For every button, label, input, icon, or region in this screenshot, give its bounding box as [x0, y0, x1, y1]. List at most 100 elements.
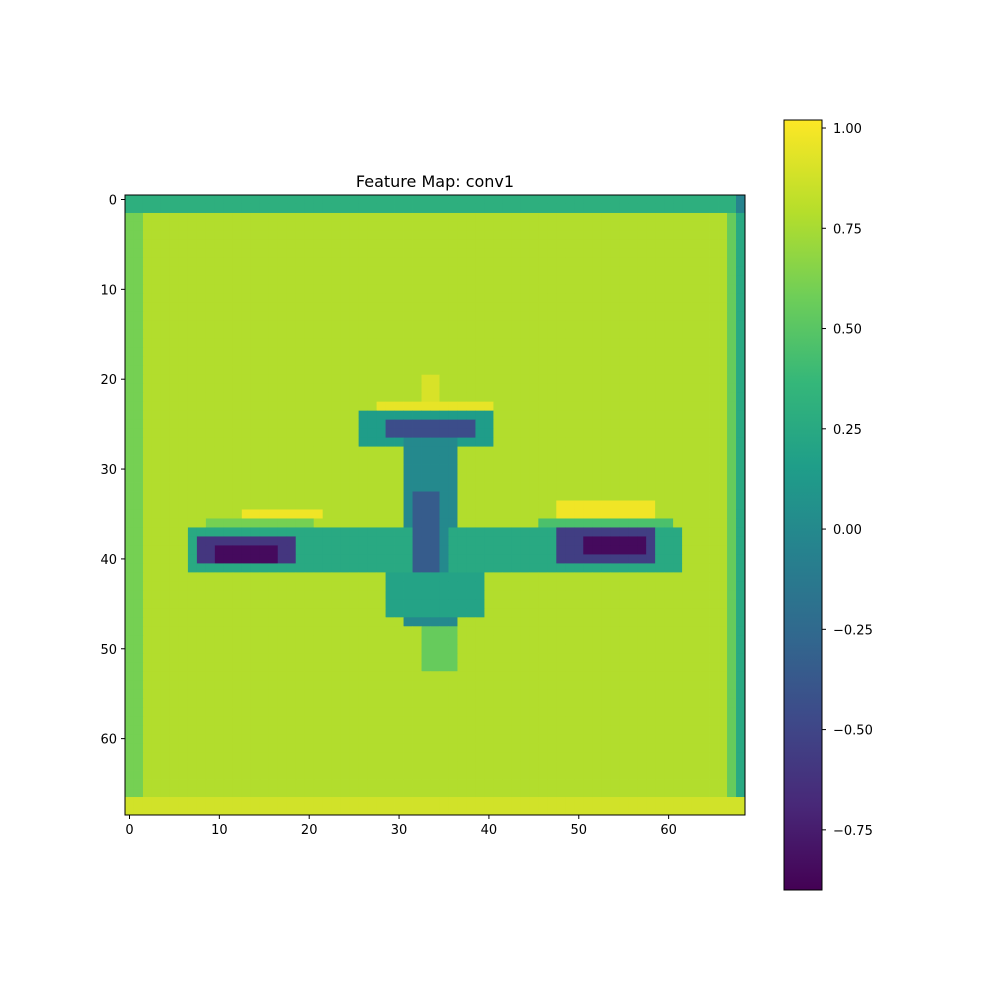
heatmap-cell — [142, 518, 153, 528]
heatmap-cell — [457, 545, 467, 555]
heatmap-cell — [556, 545, 566, 555]
heatmap-cell — [610, 725, 620, 735]
heatmap-cell — [160, 221, 171, 232]
heatmap-cell — [610, 653, 620, 663]
heatmap-cell — [727, 707, 737, 717]
heatmap-cell — [394, 491, 404, 501]
heatmap-cell — [160, 743, 171, 753]
heatmap-cell — [304, 473, 315, 483]
heatmap-cell — [475, 365, 485, 376]
heatmap-cell — [682, 518, 692, 528]
heatmap-cell — [646, 500, 656, 510]
heatmap-cell — [700, 302, 710, 313]
heatmap-cell — [133, 536, 144, 546]
heatmap-cell — [511, 716, 521, 726]
heatmap-cell — [125, 644, 135, 654]
heatmap-cell — [529, 725, 539, 735]
heatmap-cell — [376, 617, 386, 627]
heatmap-cell — [601, 734, 611, 744]
heatmap-cell — [250, 518, 261, 528]
heatmap-cell — [439, 518, 449, 528]
heatmap-cell — [169, 338, 180, 349]
heatmap-cell — [421, 635, 431, 645]
heatmap-cell — [430, 707, 440, 717]
heatmap-cell — [223, 536, 234, 546]
heatmap-cell — [313, 617, 324, 627]
heatmap-cell — [160, 446, 171, 456]
heatmap-cell — [358, 401, 369, 412]
heatmap-cell — [223, 671, 234, 681]
heatmap-cell — [556, 635, 566, 645]
heatmap-cell — [502, 275, 512, 286]
heatmap-cell — [421, 698, 431, 708]
heatmap-cell — [214, 365, 225, 376]
heatmap-cell — [610, 752, 620, 762]
heatmap-cell — [376, 356, 386, 367]
heatmap-cell — [376, 581, 386, 591]
heatmap-cell — [313, 626, 324, 636]
colorbar-tick-label: 0.00 — [833, 523, 862, 538]
heatmap-cell — [142, 572, 153, 582]
heatmap-cell — [619, 653, 629, 663]
heatmap-cell — [250, 572, 261, 582]
heatmap-cell — [232, 455, 243, 465]
heatmap-cell — [394, 779, 404, 789]
heatmap-cell — [223, 356, 234, 367]
heatmap-cell — [295, 752, 306, 762]
heatmap-cell — [403, 347, 413, 358]
heatmap-cell — [583, 365, 593, 376]
heatmap-cell — [196, 482, 207, 492]
heatmap-cell — [538, 347, 548, 358]
heatmap-cell — [637, 212, 647, 223]
heatmap-cell — [439, 797, 449, 807]
heatmap-cell — [151, 608, 162, 618]
heatmap-cell — [313, 509, 324, 519]
heatmap-cell — [664, 545, 674, 555]
heatmap-cell — [691, 329, 701, 340]
heatmap-cell — [583, 599, 593, 609]
heatmap-cell — [592, 644, 602, 654]
heatmap-cell — [241, 347, 252, 358]
heatmap-cell — [556, 770, 566, 780]
heatmap-cell — [277, 590, 288, 600]
heatmap-cell — [673, 473, 683, 483]
heatmap-cell — [223, 212, 234, 223]
heatmap-cell — [250, 500, 261, 510]
heatmap-cell — [331, 230, 342, 241]
heatmap-cell — [241, 554, 252, 564]
heatmap-cell — [205, 581, 216, 591]
heatmap-cell — [718, 680, 728, 690]
heatmap-cell — [322, 437, 333, 447]
heatmap-cell — [295, 500, 306, 510]
heatmap-cell — [439, 752, 449, 762]
heatmap-cell — [691, 311, 701, 322]
heatmap-cell — [232, 698, 243, 708]
heatmap-cell — [295, 302, 306, 313]
heatmap-cell — [574, 536, 584, 546]
heatmap-cell — [637, 302, 647, 313]
heatmap-cell — [655, 554, 665, 564]
heatmap-cell — [205, 806, 216, 816]
heatmap-cell — [322, 203, 333, 214]
heatmap-cell — [547, 293, 557, 304]
heatmap-cell — [277, 311, 288, 322]
heatmap-cell — [718, 545, 728, 555]
heatmap-cell — [574, 284, 584, 295]
heatmap-cell — [610, 590, 620, 600]
heatmap-cell — [250, 680, 261, 690]
heatmap-cell — [565, 464, 575, 474]
heatmap-cell — [493, 761, 503, 771]
heatmap-cell — [160, 473, 171, 483]
heatmap-cell — [457, 671, 467, 681]
heatmap-cell — [637, 662, 647, 672]
heatmap-cell — [295, 626, 306, 636]
heatmap-cell — [178, 518, 189, 528]
heatmap-cell — [322, 644, 333, 654]
heatmap-cell — [250, 590, 261, 600]
heatmap-cell — [439, 491, 449, 501]
heatmap-cell — [592, 743, 602, 753]
heatmap-cell — [223, 545, 234, 555]
heatmap-cell — [583, 482, 593, 492]
heatmap-cell — [178, 248, 189, 259]
heatmap-cell — [727, 500, 737, 510]
